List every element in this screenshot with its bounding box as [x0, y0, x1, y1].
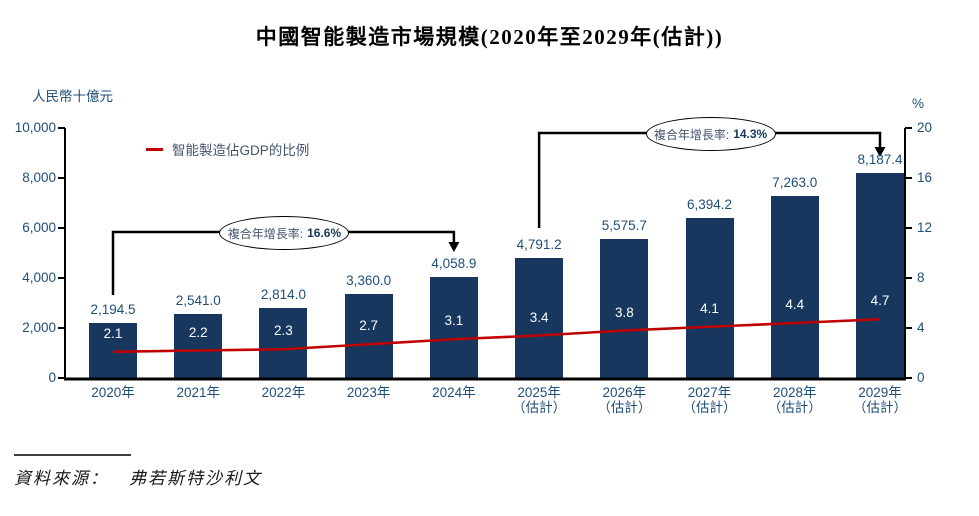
bar-value-label: 2,194.5 [90, 302, 136, 318]
line-series-swatch-icon [146, 147, 163, 151]
cagr-arrowhead-icon [448, 242, 460, 252]
gdp-share-line [112, 317, 881, 354]
bar [685, 218, 734, 378]
source-label: 資料來源： [14, 469, 109, 488]
bar-value-label: 6,394.2 [687, 197, 733, 213]
cagr-value: 16.6% [307, 226, 342, 240]
left-axis-title: 人民幣十億元 [32, 89, 113, 104]
x-axis-label-line: 2021年 [176, 385, 220, 400]
x-axis-label: 2028年 （估計） [750, 385, 840, 415]
x-axis-label-line: 2025年 [517, 385, 561, 400]
line-point-label: 3.1 [444, 313, 464, 329]
x-axis-label: 2025年 （估計） [494, 385, 584, 415]
bar [770, 196, 819, 378]
x-axis-label: 2027年 （估計） [665, 385, 755, 415]
bar [429, 276, 478, 378]
y-axis-tick-label-left: 10,000 [14, 120, 56, 135]
x-axis-label-line: 2028年 [772, 385, 817, 400]
bar-value-label: 4,791.2 [516, 237, 562, 253]
x-axis-label-line: 2024年 [432, 385, 476, 400]
x-axis-label: 2021年 [153, 385, 243, 400]
bar [259, 307, 308, 378]
legend-label: 智能製造佔GDP的比例 [172, 143, 310, 158]
line-point-label: 4.1 [700, 300, 719, 316]
line-point-label: 2.1 [103, 325, 123, 341]
x-axis-label-line: （估計） [853, 400, 907, 415]
y-axis-tick-label-right: 0 [917, 370, 925, 385]
bar-value-label: 7,263.0 [772, 175, 818, 191]
bar [344, 294, 393, 378]
legend: 智能製造佔GDP的比例 [146, 139, 309, 159]
bar [856, 173, 904, 378]
bar-value-label: 2,814.0 [260, 286, 306, 302]
x-axis-label-line: （估計） [682, 400, 737, 415]
bar-value-label: 3,360.0 [346, 273, 392, 288]
x-axis-label-line: 2022年 [261, 385, 306, 400]
source-divider [14, 454, 131, 456]
bar-value-label: 8,187.4 [857, 152, 903, 168]
y-axis-tick-label-right: 8 [917, 270, 925, 285]
y-axis-tick-label-right: 4 [917, 320, 925, 335]
cagr-label: 複合年增長率: [653, 127, 730, 142]
line-point-label: 4.7 [870, 293, 890, 309]
x-axis-label: 2024年 [409, 385, 499, 400]
x-axis-label: 2020年 [68, 385, 158, 400]
y-axis-tick-label-right: 12 [917, 220, 933, 235]
chart-title: 中國智能製造市場規模(2020年至2029年(估計)) [255, 25, 724, 49]
x-axis-label-line: 2027年 [687, 385, 732, 400]
x-axis-label: 2029年 （估計） [835, 385, 925, 415]
cagr-annotation: 複合年增長率: 16.6% [219, 216, 350, 250]
source-note: 資料來源： 弗若斯特沙利文 [14, 464, 262, 489]
x-axis-label: 2023年 [324, 385, 414, 400]
y-axis-tick-label-left: 6,000 [22, 220, 56, 235]
bar [174, 314, 223, 378]
x-axis-label-line: 2029年 [858, 385, 902, 400]
line-point-label: 2.3 [274, 323, 293, 339]
y-axis-tick-label-left: 0 [48, 370, 56, 385]
x-axis-label-line: （估計） [597, 400, 652, 415]
source-value: 弗若斯特沙利文 [129, 469, 262, 488]
bar-value-label: 5,575.7 [601, 217, 647, 233]
cagr-value: 14.3% [733, 127, 768, 141]
y-axis-tick-label-left: 4,000 [22, 270, 56, 285]
y-axis-tick-label-right: 16 [917, 170, 933, 185]
y-axis-tick-label-left: 2,000 [22, 320, 56, 335]
line-point-label: 3.4 [529, 309, 549, 325]
bar-value-label: 2,541.0 [175, 293, 221, 309]
x-axis-label-line: （估計） [512, 400, 567, 415]
x-axis-label-line: （估計） [767, 400, 822, 415]
right-axis-title: % [912, 96, 925, 111]
line-point-label: 2.2 [188, 324, 208, 340]
cagr-label: 複合年增長率: [227, 226, 304, 241]
x-axis-label: 2026年 （估計） [579, 385, 669, 415]
x-axis-label: 2022年 [238, 385, 328, 400]
line-point-label: 2.7 [359, 318, 379, 334]
y-axis-tick-label-right: 20 [917, 120, 933, 135]
line-point-label: 3.8 [614, 304, 634, 320]
bar-value-label: 4,058.9 [431, 255, 477, 271]
line-point-label: 4.4 [785, 297, 805, 312]
cagr-arrowhead-icon [874, 147, 886, 157]
y-axis-tick-label-left: 8,000 [22, 170, 56, 185]
x-axis-label-line: 2023年 [346, 385, 391, 400]
bar [600, 238, 649, 378]
bar [515, 258, 564, 378]
x-axis-label-line: 2020年 [91, 385, 135, 400]
x-axis-label-line: 2026年 [602, 385, 647, 400]
cagr-annotation: 複合年增長率: 14.3% [645, 117, 776, 151]
